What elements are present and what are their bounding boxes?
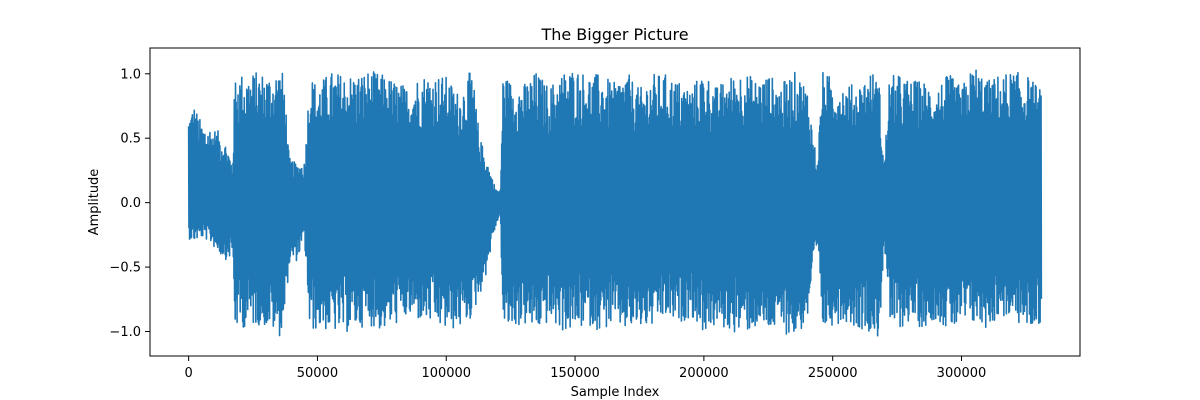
x-tick-label: 50000	[297, 366, 338, 381]
y-tick-label: −1.0	[109, 325, 141, 340]
x-tick-label: 100000	[421, 366, 471, 381]
axes-frame	[149, 47, 1081, 357]
y-axis-label: Amplitude	[87, 169, 102, 236]
x-tick-label: 0	[185, 366, 193, 381]
y-tick-label: 0.5	[120, 132, 141, 147]
waveform-series-0	[187, 69, 1043, 337]
y-tick-label: 0.0	[120, 196, 141, 211]
x-tick-label: 200000	[679, 366, 729, 381]
x-axis-ticks: 0 50000 100000 150000 200000 250000 300000	[185, 356, 987, 381]
chart-title: The Bigger Picture	[540, 25, 688, 44]
y-tick-label: −0.5	[109, 261, 141, 276]
y-axis-ticks: −1.0 −0.5 0.0 0.5 1.0	[109, 67, 150, 340]
plot-layer	[187, 69, 1043, 337]
x-tick-label: 150000	[550, 366, 600, 381]
y-tick-label: 1.0	[120, 67, 141, 82]
x-axis-label: Sample Index	[571, 385, 660, 400]
x-tick-label: 250000	[808, 366, 858, 381]
x-tick-label: 300000	[937, 366, 987, 381]
